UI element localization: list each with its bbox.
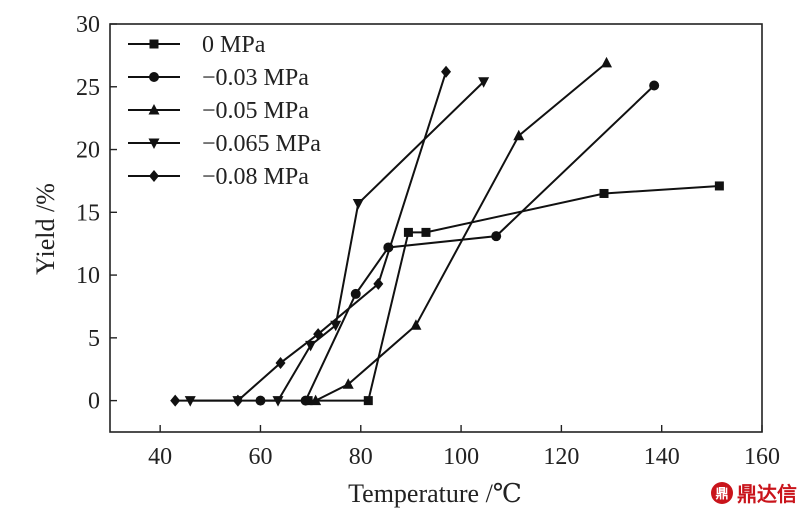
data-point [272, 396, 284, 407]
plot-frame [109, 23, 763, 433]
axes: 40 60 80 100 120 140 160 0 5 10 15 20 25 30 [76, 12, 780, 470]
x-tick-label: 80 [349, 444, 373, 470]
x-tick-label: 60 [248, 444, 272, 470]
data-point [300, 395, 311, 406]
watermark-logo: 鼎 鼎达信 [711, 478, 797, 507]
legend-item: −0.08 MPa [128, 164, 309, 190]
data-point [170, 394, 181, 407]
x-tick-label: 100 [443, 444, 479, 470]
data-point [421, 227, 431, 237]
y-tick-label: 15 [76, 200, 100, 226]
legend-label: 0 MPa [202, 32, 266, 58]
x-tick-label: 160 [744, 444, 780, 470]
legend-item: −0.065 MPa [128, 131, 321, 157]
legend-marker [149, 39, 159, 49]
data-point [513, 129, 525, 141]
legend-item: −0.05 MPa [128, 98, 309, 124]
legend-item: 0 MPa [128, 32, 266, 58]
legend-item: −0.03 MPa [128, 65, 309, 91]
data-point [714, 181, 724, 191]
y-axis-label: Yield /% [31, 183, 60, 275]
watermark-text: 鼎达信 [737, 482, 797, 506]
y-tick-label: 0 [88, 389, 100, 415]
data-point [403, 227, 413, 237]
data-point [275, 356, 286, 369]
legend-marker [149, 170, 159, 182]
legend-marker [149, 72, 159, 82]
data-point [441, 65, 452, 78]
x-axis-label: Temperature /℃ [348, 479, 522, 508]
data-point [342, 378, 354, 389]
data-point [352, 199, 364, 210]
data-point [373, 277, 384, 290]
data-point [649, 80, 660, 91]
series-line [260, 84, 655, 402]
data-point [305, 340, 317, 352]
data-point [478, 77, 490, 88]
data-point [363, 396, 373, 406]
legend-marker [148, 104, 160, 115]
series-2 [255, 80, 660, 406]
data-point [601, 56, 613, 68]
legend-label: −0.065 MPa [202, 131, 321, 157]
data-point [310, 394, 322, 406]
legend-label: −0.03 MPa [202, 65, 309, 91]
data-point [330, 320, 342, 332]
y-tick-label: 20 [76, 138, 100, 164]
logo-icon: 鼎 [711, 481, 733, 504]
legend-label: −0.05 MPa [202, 98, 309, 124]
legend: 0 MPa −0.03 MPa −0.05 MPa −0.065 MPa −0.08 M… [128, 32, 321, 190]
series-line [315, 62, 608, 402]
series-line [175, 71, 447, 402]
y-tick-label: 5 [88, 326, 100, 352]
data-point [350, 288, 361, 299]
data-point [313, 328, 324, 341]
legend-marker [148, 138, 160, 149]
data-point [232, 394, 243, 407]
data-point [410, 319, 422, 330]
series-line [308, 184, 720, 402]
y-tick-label: 25 [76, 75, 100, 101]
y-tick-label: 30 [76, 12, 100, 38]
data-point [599, 188, 609, 198]
x-tick-label: 40 [148, 444, 172, 470]
y-tick-label: 10 [76, 263, 100, 289]
series-3 [310, 56, 613, 406]
series-layer [170, 56, 724, 407]
data-point [491, 231, 502, 242]
series-5 [170, 65, 452, 407]
x-tick-label: 140 [644, 444, 680, 470]
legend-label: −0.08 MPa [202, 164, 309, 190]
x-tick-label: 120 [543, 444, 579, 470]
